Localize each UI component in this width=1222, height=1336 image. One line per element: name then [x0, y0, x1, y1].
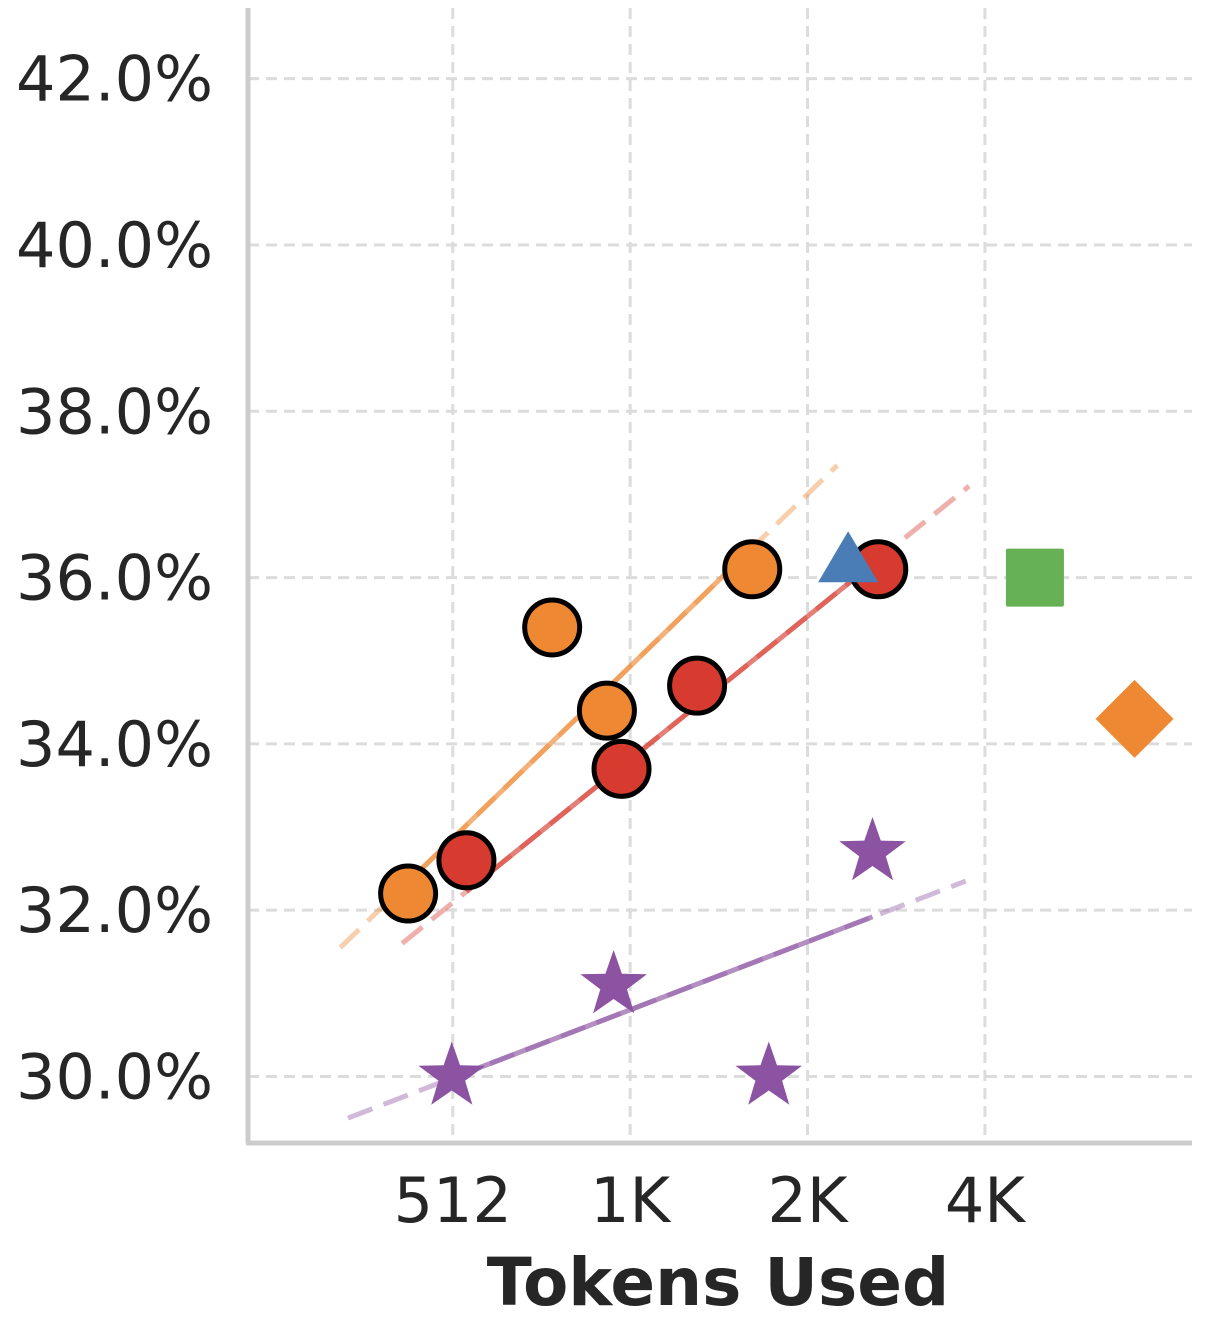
x-axis-title: Tokens Used — [487, 1244, 950, 1321]
axes-spines — [245, 8, 1192, 1146]
x-tick-label: 1K — [590, 1164, 671, 1237]
diamond-point — [1095, 679, 1174, 758]
star-point — [735, 1041, 802, 1105]
star-point — [580, 950, 647, 1014]
circle-point — [436, 830, 497, 891]
circle-point — [722, 539, 783, 600]
x-tick-labels: 512 1K 2K 4K — [394, 1164, 1027, 1237]
star-point — [418, 1041, 486, 1105]
y-tick-label: 36.0% — [16, 542, 213, 615]
y-tick-labels: 30.0% 32.0% 34.0% 36.0% 38.0% 40.0% 42.0% — [16, 43, 213, 1114]
circle-point — [522, 597, 583, 658]
x-tick-label: 4K — [945, 1164, 1026, 1237]
x-tick-label: 512 — [394, 1164, 512, 1237]
y-tick-label: 40.0% — [16, 209, 213, 282]
triangle-point — [818, 531, 879, 583]
star-point — [839, 817, 906, 881]
y-tick-label: 38.0% — [16, 375, 213, 448]
circle-point — [667, 655, 728, 716]
y-tick-label: 32.0% — [16, 874, 213, 947]
square-point — [1005, 548, 1064, 607]
y-tick-label: 30.0% — [16, 1040, 213, 1113]
circle-point — [378, 863, 439, 924]
trend-line — [450, 914, 874, 1081]
data-points — [378, 531, 1174, 1105]
trend-line — [464, 557, 880, 894]
y-tick-label: 42.0% — [16, 43, 213, 116]
circle-point — [576, 680, 637, 741]
circle-point — [591, 738, 652, 799]
y-tick-label: 34.0% — [16, 708, 213, 781]
x-tick-label: 2K — [767, 1164, 848, 1237]
